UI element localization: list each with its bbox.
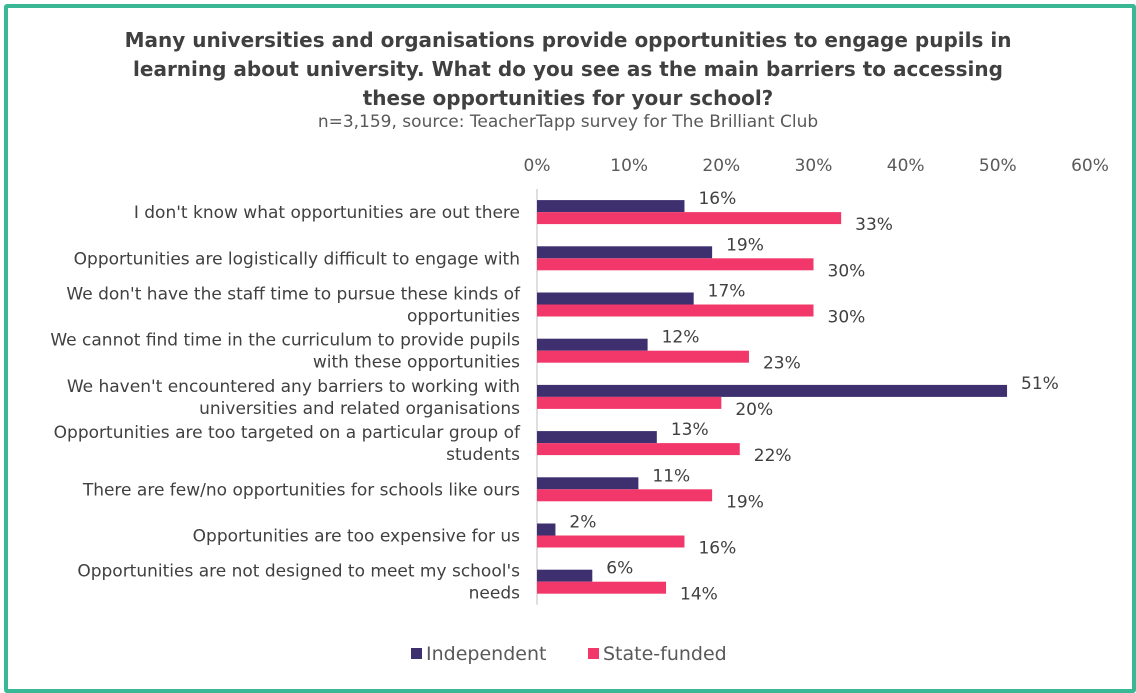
data-label: 22% — [754, 446, 792, 466]
data-label: 23% — [763, 354, 801, 374]
legend-swatch — [588, 648, 599, 659]
chart-subtitle: n=3,159, source: TeacherTapp survey for … — [317, 112, 819, 132]
bar-state-funded — [537, 443, 740, 456]
bar-state-funded — [537, 489, 713, 502]
bar-state-funded — [537, 258, 814, 271]
legend-label: Independent — [426, 643, 546, 665]
category-label: Opportunities are too targeted on a part… — [54, 423, 521, 443]
category-label: Opportunities are logistically difficult… — [74, 249, 520, 269]
data-label: 19% — [726, 235, 764, 255]
bar-state-funded — [537, 581, 667, 594]
data-label: 6% — [606, 559, 633, 579]
data-label: 11% — [652, 466, 690, 486]
x-tick-label: 60% — [1071, 156, 1109, 176]
category-label: We haven't encountered any barriers to w… — [67, 377, 520, 397]
chart-title: Many universities and organisations prov… — [124, 28, 1012, 110]
bar-independent — [537, 569, 593, 582]
data-label: 12% — [662, 328, 700, 348]
data-label: 17% — [708, 282, 746, 302]
data-label: 51% — [1021, 374, 1059, 394]
x-tick-label: 30% — [795, 156, 833, 176]
category-label: We don't have the staff time to pursue t… — [66, 285, 521, 305]
bar-independent — [537, 200, 685, 213]
legend-label: State-funded — [603, 643, 727, 665]
category-label: There are few/no opportunities for schoo… — [82, 480, 520, 500]
bar-state-funded — [537, 212, 842, 225]
x-tick-label: 0% — [524, 156, 551, 176]
bar-independent — [537, 292, 694, 305]
data-label: 13% — [671, 420, 709, 440]
category-label: universities and related organisations — [199, 399, 520, 419]
category-label: Opportunities are not designed to meet m… — [77, 562, 520, 582]
category-label: I don't know what opportunities are out … — [134, 203, 520, 223]
data-label: 30% — [828, 261, 866, 281]
data-label: 16% — [698, 539, 736, 559]
data-label: 2% — [569, 513, 596, 533]
bar-state-funded — [537, 535, 685, 548]
bar-state-funded — [537, 304, 814, 317]
data-label: 14% — [680, 585, 718, 605]
x-tick-label: 50% — [979, 156, 1017, 176]
category-label: opportunities — [407, 307, 520, 327]
category-label: needs — [469, 584, 520, 604]
bar-independent — [537, 246, 713, 259]
category-label: with these opportunities — [313, 353, 520, 373]
x-tick-label: 20% — [702, 156, 740, 176]
bar-independent — [537, 477, 639, 490]
legend-swatch — [411, 648, 422, 659]
bar-state-funded — [537, 350, 749, 363]
bar-independent — [537, 384, 1008, 397]
x-tick-label: 10% — [610, 156, 648, 176]
category-label: Opportunities are too expensive for us — [193, 527, 520, 547]
data-label: 20% — [735, 400, 773, 420]
data-label: 16% — [698, 189, 736, 209]
bar-independent — [537, 338, 648, 351]
data-label: 33% — [855, 215, 893, 235]
data-label: 30% — [828, 308, 866, 328]
data-label: 19% — [726, 492, 764, 512]
x-tick-label: 40% — [887, 156, 925, 176]
category-label: We cannot find time in the curriculum to… — [50, 331, 520, 351]
category-label: students — [446, 445, 520, 465]
bar-independent — [537, 431, 657, 444]
bar-state-funded — [537, 396, 722, 409]
bar-independent — [537, 523, 556, 536]
